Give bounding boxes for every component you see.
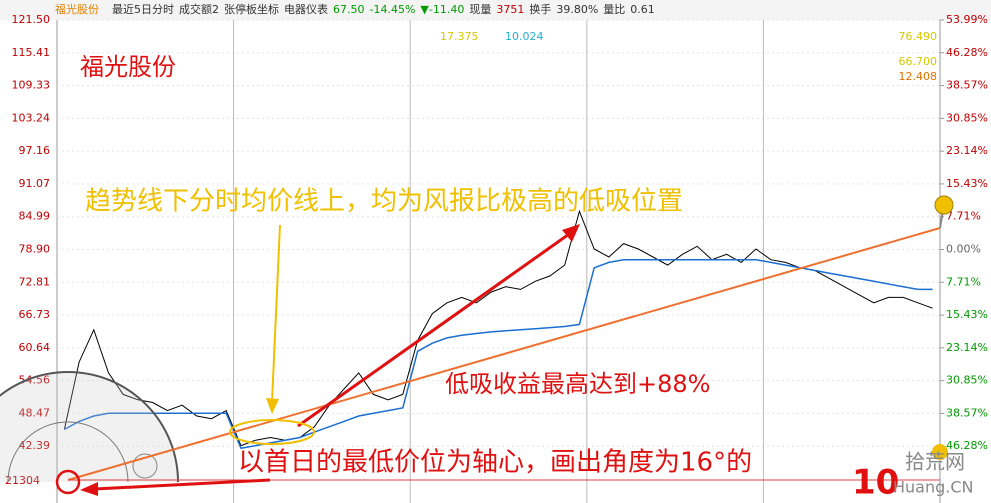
header-item: 39.80% bbox=[556, 3, 598, 16]
y-tick-label: 66.73 bbox=[19, 308, 51, 321]
average-line bbox=[64, 258, 933, 450]
header-item: 电器仪表 bbox=[284, 2, 328, 16]
annotation: 以首日的最低价位为轴心，画出角度为16°的 bbox=[238, 448, 752, 478]
y2-tick-label: 53.99% bbox=[946, 13, 988, 26]
y2-tick-label: 23.14% bbox=[946, 144, 988, 157]
pin-head bbox=[934, 195, 954, 215]
y2-tick-label: 15.43% bbox=[946, 177, 988, 190]
y-tick-label: 54.56 bbox=[19, 374, 51, 387]
top-number: 17.375 bbox=[440, 30, 479, 43]
watermark: 10 bbox=[852, 463, 899, 503]
header-item: 张停板坐标 bbox=[224, 2, 279, 16]
trend-line bbox=[67, 227, 941, 481]
price-line bbox=[63, 209, 933, 447]
pivot-circle bbox=[55, 469, 81, 495]
annotation: 趋势线下分时均价线上，均为风报比极高的低吸位置 bbox=[85, 187, 683, 217]
header-item: 67.50 bbox=[333, 3, 365, 16]
arrow-line bbox=[297, 230, 573, 428]
y2-tick-label: 0.00% bbox=[946, 243, 981, 256]
header-item: -14.45% bbox=[370, 3, 416, 16]
arrow-head bbox=[266, 398, 279, 414]
header-title: 福光股份 bbox=[55, 2, 99, 16]
header-item: 成交额2 bbox=[179, 2, 219, 16]
y2-tick-label: 46.28% bbox=[946, 46, 988, 59]
header-item: 3751 bbox=[496, 3, 524, 16]
arrow-line bbox=[271, 224, 281, 403]
header-bar bbox=[0, 0, 991, 20]
y-tick-label: 121.50 bbox=[12, 13, 51, 26]
annotation: 低吸收益最高达到+88% bbox=[445, 370, 710, 398]
y2-tick-label: 7.71% bbox=[946, 275, 981, 288]
top-number: 12.408 bbox=[899, 70, 938, 83]
y-tick-label: 91.07 bbox=[19, 177, 51, 190]
top-number: 76.490 bbox=[899, 30, 938, 43]
plot-area: 121.50 115.41 109.33 103.24 97.16 91.07 84.99 7… bbox=[12, 13, 988, 503]
y-tick-label: 60.64 bbox=[19, 341, 51, 354]
volume-label: 21304 bbox=[5, 474, 40, 487]
y-tick-label: 115.41 bbox=[12, 46, 51, 59]
arrow-head bbox=[562, 224, 580, 242]
y-tick-label: 78.90 bbox=[19, 243, 51, 256]
y-tick-label: 109.33 bbox=[12, 79, 51, 92]
y-tick-label: 103.24 bbox=[12, 111, 51, 124]
y2-tick-label: 30.85% bbox=[946, 111, 988, 124]
y-tick-label: 42.39 bbox=[19, 439, 51, 452]
y-tick-label: 84.99 bbox=[19, 210, 51, 223]
watermark: 拾荒网 bbox=[905, 450, 965, 474]
y2-tick-label: 7.71% bbox=[946, 210, 981, 223]
header-item: 量比 bbox=[603, 3, 625, 16]
y2-tick-label: 38.57% bbox=[946, 79, 988, 92]
header-item: 换手 bbox=[529, 2, 551, 16]
y2-tick-label: 23.14% bbox=[946, 341, 988, 354]
watermark: Huang.CN bbox=[893, 478, 974, 497]
y-tick-label: 72.81 bbox=[19, 275, 51, 288]
pin-head bbox=[932, 444, 948, 460]
top-number: 66.700 bbox=[899, 55, 938, 68]
y2-tick-label: 15.43% bbox=[946, 308, 988, 321]
arrow-head bbox=[80, 482, 98, 496]
y2-tick-label: 30.85% bbox=[946, 374, 988, 387]
y-tick-label: 48.47 bbox=[19, 406, 51, 419]
y-tick-label: 97.16 bbox=[19, 144, 51, 157]
y2-tick-label: 46.28% bbox=[946, 439, 988, 452]
highlight-ellipse bbox=[229, 419, 315, 445]
header-item: 现量 bbox=[469, 3, 491, 16]
arrow-line bbox=[94, 478, 271, 491]
header-items: 最近5日分时 成交额2 张停板坐标 电器仪表 67.50 -14.45% ▼-11.40 现量… bbox=[112, 2, 655, 16]
header-item: 0.61 bbox=[630, 3, 655, 16]
header-item: ▼-11.40 bbox=[420, 3, 464, 16]
top-number: 10.024 bbox=[505, 30, 544, 43]
header-item: 最近5日分时 bbox=[112, 3, 174, 16]
y2-tick-label: 38.57% bbox=[946, 406, 988, 419]
stock-name: 福光股份 bbox=[80, 53, 176, 81]
